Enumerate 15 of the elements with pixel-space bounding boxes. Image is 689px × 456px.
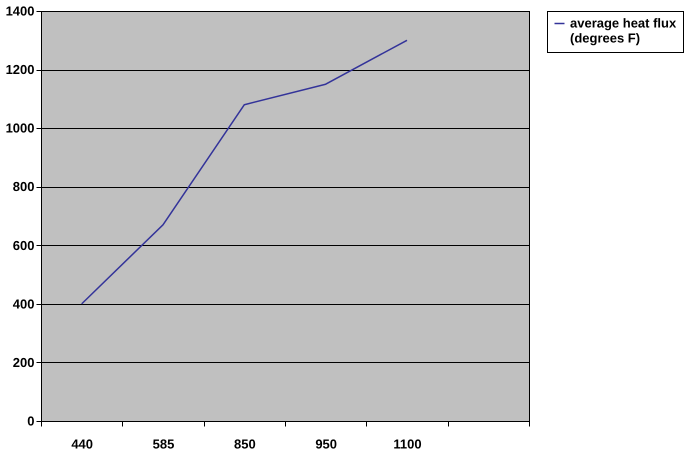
x-tick-label: 440: [71, 436, 94, 452]
y-tick-label: 200: [12, 354, 34, 370]
x-tick-label: 1100: [393, 436, 422, 452]
x-tick-label: 585: [152, 436, 174, 452]
y-tick-label: 800: [12, 179, 34, 194]
y-tick-label: 400: [12, 296, 34, 312]
line-series: [80, 40, 408, 305]
y-tick-label: 1400: [6, 4, 34, 18]
x-tick-label: 950: [315, 436, 338, 452]
y-tick-label: 600: [12, 238, 34, 253]
x-tick-label: 850: [234, 436, 256, 452]
y-tick-label: 0: [27, 414, 34, 428]
y-tick-label: 1200: [6, 62, 34, 78]
y-tick-label: 1000: [6, 120, 34, 136]
legend-label: average heat flux (degrees F): [570, 16, 677, 46]
